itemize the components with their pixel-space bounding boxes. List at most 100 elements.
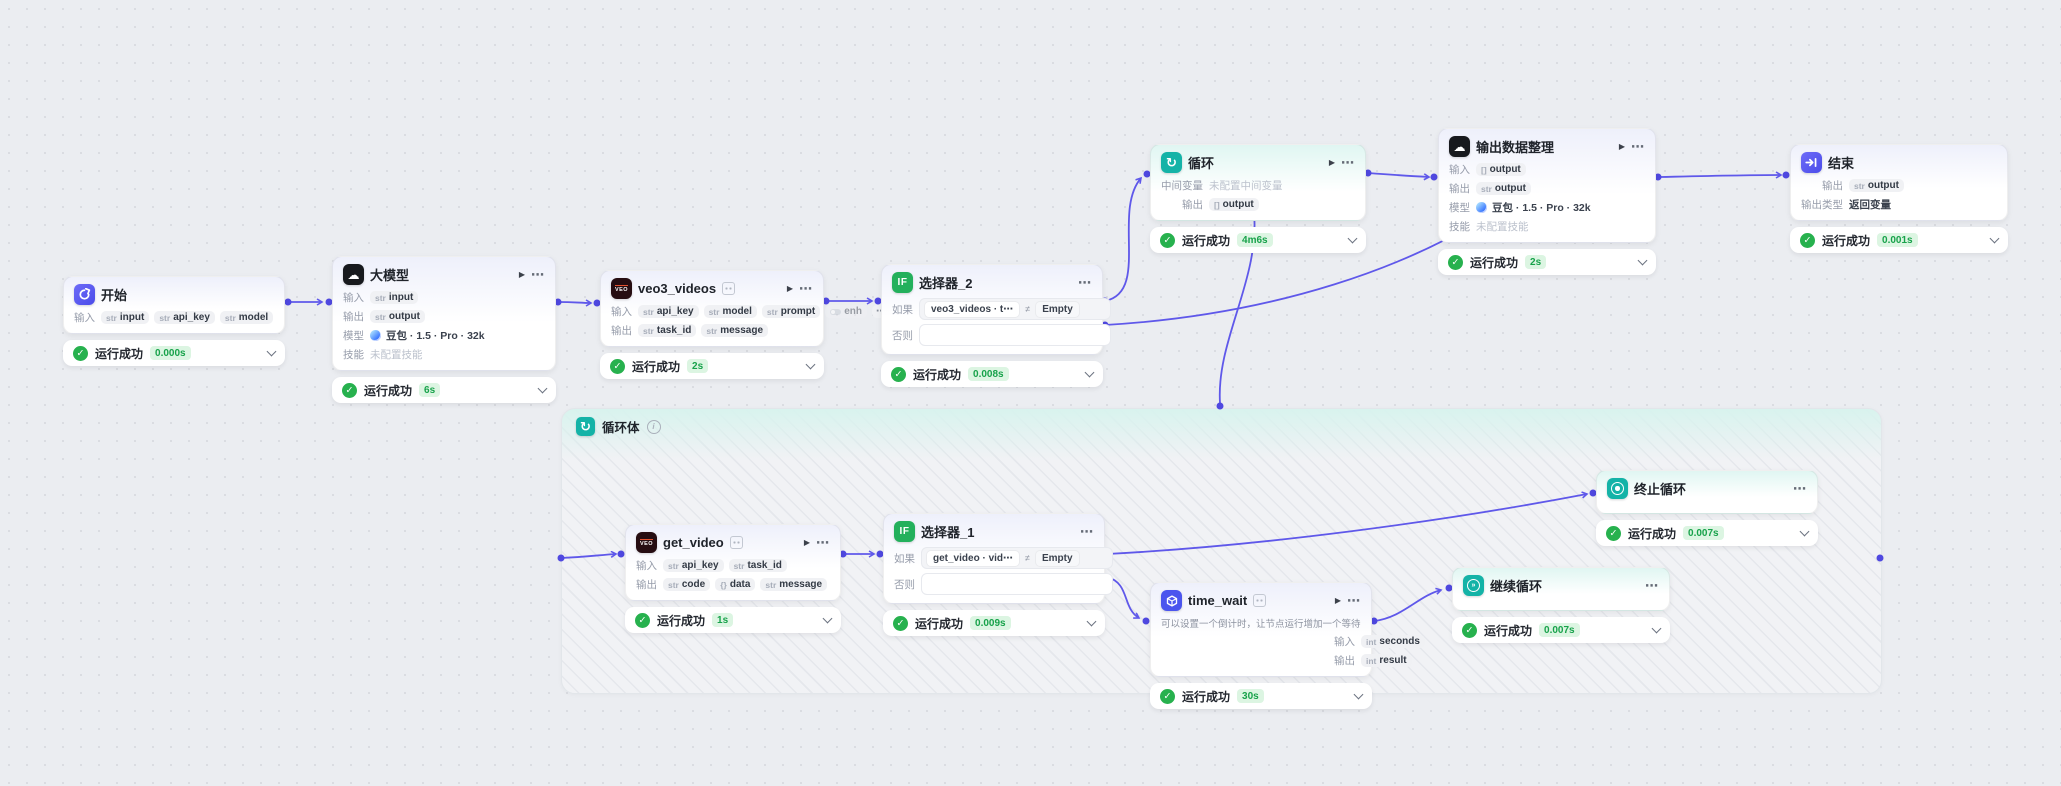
more-icon[interactable]: ⋯: [1631, 139, 1645, 154]
node-getvideo-card[interactable]: VEO get_video ▶ ⋯ 输入 str api_key str task_…: [625, 524, 841, 601]
more-icon[interactable]: ⋯: [1078, 275, 1092, 290]
condition-ref[interactable]: veo3_videos · t⋯: [925, 301, 1020, 317]
model-value: 豆包 · 1.5 · Pro · 32k: [1492, 202, 1591, 214]
run-icon[interactable]: ▶: [1618, 141, 1625, 151]
loop-body-container[interactable]: ↻ 循环体 i: [561, 408, 1882, 694]
port-outllm-out[interactable]: [1654, 173, 1662, 181]
edge-selector2-if-loop[interactable]: [1104, 178, 1141, 302]
node-outllm-status[interactable]: ✓ 运行成功 2s: [1438, 249, 1656, 275]
edge-loop-outllm[interactable]: [1367, 172, 1429, 177]
info-icon[interactable]: i: [646, 419, 661, 434]
port-loop-out[interactable]: [1364, 169, 1372, 177]
chevron-down-icon[interactable]: [805, 359, 816, 370]
chevron-down-icon[interactable]: [1353, 689, 1364, 700]
node-veo3-videos: VEO veo3_videos ▶ ⋯ 输入 str api_key str mod…: [600, 270, 891, 379]
more-icon[interactable]: ⋯: [1341, 155, 1355, 170]
edge-loopbody-getvideo[interactable]: [560, 554, 616, 559]
more-icon[interactable]: ⋯: [816, 535, 830, 550]
node-timewait-status[interactable]: ✓ 运行成功 30s: [1150, 683, 1372, 709]
node-start-status[interactable]: ✓ 运行成功 0.000s: [63, 340, 285, 366]
more-icon[interactable]: ⋯: [1645, 578, 1659, 593]
chevron-down-icon[interactable]: [1347, 233, 1358, 244]
port-selector2-in[interactable]: [874, 297, 882, 305]
more-icon[interactable]: ⋯: [799, 281, 813, 296]
run-icon[interactable]: ▶: [1328, 157, 1335, 167]
port-loopbody-right[interactable]: [1876, 554, 1884, 562]
edge-outllm-end[interactable]: [1659, 175, 1781, 177]
chevron-down-icon[interactable]: [1651, 623, 1662, 634]
node-selector1-card[interactable]: IF 选择器_1 ⋯ 如果 get_video · vid⋯ ≠ Empty 否…: [883, 513, 1113, 604]
port-llm-out[interactable]: [554, 298, 562, 306]
param-tag: str task_id: [728, 559, 787, 572]
node-loop-card[interactable]: ↻ 循环 ▶ ⋯ 中间变量 未配置中间变量 输出 [] output: [1150, 144, 1366, 221]
port-timewait-out[interactable]: [1370, 617, 1378, 625]
port-terminate-in[interactable]: [1589, 489, 1597, 497]
port-loopbody-left[interactable]: [557, 554, 565, 562]
chevron-down-icon[interactable]: [1084, 367, 1095, 378]
chevron-down-icon[interactable]: [1799, 526, 1810, 537]
node-llm-status[interactable]: ✓ 运行成功 6s: [332, 377, 556, 403]
condition-box[interactable]: veo3_videos · t⋯ ≠ Empty: [919, 298, 1111, 320]
node-selector2-card[interactable]: IF 选择器_2 ⋯ 如果 veo3_videos · t⋯ ≠ Empty 否…: [881, 264, 1111, 355]
condition-box[interactable]: get_video · vid⋯ ≠ Empty: [921, 547, 1113, 569]
node-end-status[interactable]: ✓ 运行成功 0.001s: [1790, 227, 2008, 253]
node-selector2-status[interactable]: ✓ 运行成功 0.008s: [881, 361, 1103, 387]
port-veo3-out[interactable]: [822, 297, 830, 305]
run-icon[interactable]: ▶: [518, 269, 525, 279]
param-tag: str output: [1476, 182, 1531, 195]
status-label: 运行成功: [657, 613, 706, 628]
node-title: veo3_videos: [638, 281, 717, 296]
node-outllm-card[interactable]: ☁ 输出数据整理 ▶ ⋯ 输入 [] output 输出 str output 模型…: [1438, 128, 1656, 243]
chevron-down-icon[interactable]: [1637, 255, 1648, 266]
node-start-card[interactable]: 开始 输入 str input str api_key str model: [63, 276, 285, 334]
more-icon[interactable]: ⋯: [1347, 593, 1361, 608]
node-title: get_video: [663, 535, 724, 550]
port-start-out[interactable]: [284, 298, 292, 306]
node-getvideo-status[interactable]: ✓ 运行成功 1s: [625, 607, 841, 633]
node-veo3-status[interactable]: ✓ 运行成功 2s: [600, 353, 824, 379]
more-icon[interactable]: ⋯: [1793, 481, 1807, 496]
run-icon[interactable]: ▶: [786, 283, 793, 293]
chevron-down-icon[interactable]: [1989, 233, 2000, 244]
port-end-in[interactable]: [1782, 171, 1790, 179]
node-continue-status[interactable]: ✓ 运行成功 0.007s: [1452, 617, 1670, 643]
condition-value[interactable]: Empty: [1036, 301, 1079, 317]
edge-llm-veo3[interactable]: [557, 302, 591, 303]
node-terminate-card[interactable]: 终止循环 ⋯: [1596, 470, 1818, 514]
condition-ref[interactable]: get_video · vid⋯: [927, 550, 1020, 566]
run-icon[interactable]: ▶: [803, 537, 810, 547]
port-timewait-in[interactable]: [1142, 617, 1150, 625]
node-loop-status[interactable]: ✓ 运行成功 4m6s: [1150, 227, 1366, 253]
chevron-down-icon[interactable]: [822, 613, 833, 624]
else-box[interactable]: [919, 324, 1111, 346]
port-llm-in[interactable]: [325, 298, 333, 306]
node-end-card[interactable]: 结束 输出 str output 输出类型 返回变量: [1790, 144, 2008, 221]
node-llm-card[interactable]: ☁ 大模型 ▶ ⋯ 输入 str input 输出 str output 模型 豆包…: [332, 256, 556, 371]
node-timewait-card[interactable]: time_wait ▶ ⋯ 可以设置一个倒计时，让节点运行增加一个等待，可搭配异…: [1150, 582, 1425, 677]
port-getvideo-out[interactable]: [839, 550, 847, 558]
node-selector1-status[interactable]: ✓ 运行成功 0.009s: [883, 610, 1105, 636]
run-icon[interactable]: ▶: [1334, 595, 1341, 605]
port-loopbody-top[interactable]: [1216, 402, 1224, 410]
port-veo3-in[interactable]: [593, 299, 601, 307]
node-terminate-status[interactable]: ✓ 运行成功 0.007s: [1596, 520, 1818, 546]
chevron-down-icon[interactable]: [537, 383, 548, 394]
port-selector1-in[interactable]: [876, 550, 884, 558]
port-outllm-in[interactable]: [1430, 173, 1438, 181]
condition-value[interactable]: Empty: [1035, 550, 1079, 566]
edge-timewait-continue[interactable]: [1373, 590, 1441, 622]
else-box[interactable]: [921, 573, 1113, 595]
chevron-down-icon[interactable]: [1086, 616, 1097, 627]
port-continue-in[interactable]: [1445, 584, 1453, 592]
more-icon[interactable]: ⋯: [531, 267, 545, 282]
end-icon: [1801, 152, 1822, 173]
edge-selector1-if-terminate[interactable]: [1106, 494, 1587, 555]
chevron-down-icon[interactable]: [266, 346, 277, 357]
node-veo3-card[interactable]: VEO veo3_videos ▶ ⋯ 输入 str api_key str mod…: [600, 270, 891, 347]
node-continue-card[interactable]: » 继续循环 ⋯: [1452, 567, 1670, 611]
more-icon[interactable]: ⋯: [1080, 524, 1094, 539]
param-tag: str input: [101, 311, 150, 324]
port-loop-in[interactable]: [1143, 170, 1151, 178]
port-getvideo-in[interactable]: [617, 550, 625, 558]
